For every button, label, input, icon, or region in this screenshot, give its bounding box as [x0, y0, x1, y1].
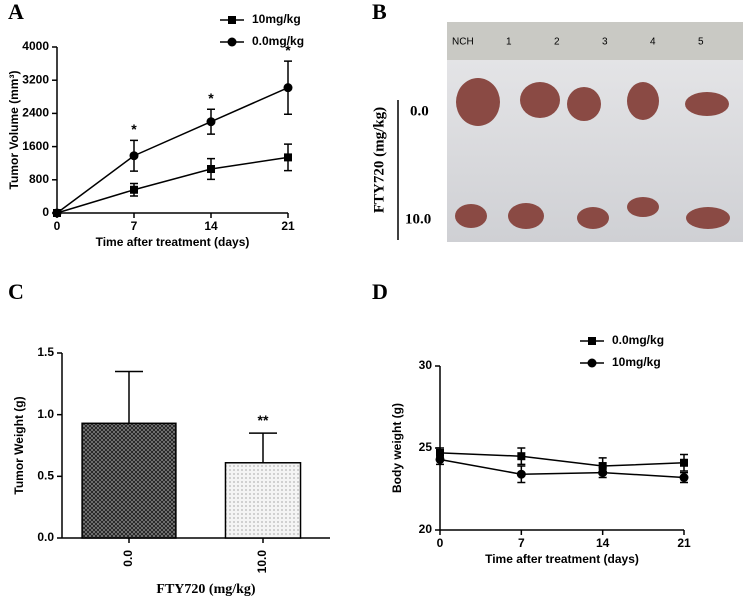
tumors — [455, 78, 730, 229]
ruler-label: 4 — [650, 37, 656, 48]
annotation: * — [208, 90, 214, 106]
x-tick-label: 10.0 — [255, 550, 269, 574]
panel-letter: A — [8, 0, 24, 24]
y-axis-label: Tumor Weight (g) — [12, 396, 26, 494]
panel-letter: C — [8, 279, 24, 304]
x-tick-label: 21 — [281, 219, 295, 233]
y-tick-label: 30 — [419, 358, 433, 372]
marker — [517, 452, 526, 461]
marker — [283, 83, 293, 93]
y-tick-label: 1.5 — [37, 345, 54, 359]
photo-panel: B 0.0 10.0 FTY720 (mg/kg) — [371, 0, 743, 242]
marker — [207, 165, 215, 174]
ruler-label: 1 — [506, 37, 512, 48]
x-tick-label: 0 — [437, 536, 444, 550]
marker — [284, 153, 292, 162]
marker — [516, 469, 526, 479]
marker — [206, 117, 216, 127]
panel-letter: D — [372, 279, 388, 304]
y-tick-label: 1.0 — [37, 407, 54, 421]
ruler-label: 3 — [602, 37, 608, 48]
x-axis-label: FTY720 (mg/kg) — [156, 582, 256, 597]
legend-label: 10mg/kg — [252, 12, 301, 26]
x-tick-label: 14 — [204, 219, 218, 233]
y-tick-label: 0.0 — [37, 530, 54, 544]
annotation: * — [285, 42, 291, 58]
marker — [588, 337, 596, 345]
marker — [227, 37, 237, 47]
marker — [129, 151, 139, 161]
legend-label: 10mg/kg — [612, 355, 661, 369]
marker — [52, 208, 62, 218]
ruler-label: NCH — [452, 37, 474, 48]
x-tick-label: 0.0 — [121, 550, 135, 567]
error-bar — [249, 432, 277, 463]
series-line — [56, 156, 289, 214]
marker — [679, 473, 689, 483]
y-axis-label: Tumor Volume (mm³) — [7, 71, 21, 190]
y-axis-label: Body weight (g) — [390, 403, 404, 493]
marker — [436, 448, 444, 457]
y-tick-label: 0.5 — [37, 469, 54, 483]
marker — [435, 454, 445, 464]
x-tick-label: 21 — [677, 536, 691, 550]
y-tick-label: 2400 — [22, 106, 49, 120]
annotation: * — [131, 121, 137, 137]
y-tick-label: 25 — [419, 440, 433, 454]
x-tick-label: 14 — [596, 536, 610, 550]
bar — [81, 422, 177, 539]
marker — [680, 458, 688, 467]
y-tick-label: 0 — [42, 205, 49, 219]
marker — [598, 468, 608, 478]
marker — [587, 358, 597, 368]
ruler-label: 2 — [554, 37, 560, 48]
group-label: 0.0 — [410, 103, 429, 119]
y-tick-label: 1600 — [22, 139, 49, 153]
legend-label: 0.0mg/kg — [252, 34, 304, 48]
annotation: ** — [258, 412, 269, 428]
marker — [130, 185, 138, 194]
ruler-label: 5 — [698, 37, 704, 48]
axis-label: FTY720 (mg/kg) — [371, 107, 387, 213]
legend-label: 0.0mg/kg — [612, 333, 664, 347]
y-tick-label: 3200 — [22, 72, 49, 86]
marker — [228, 16, 236, 24]
series-line — [439, 458, 685, 479]
error-bar — [115, 370, 143, 424]
y-tick-label: 20 — [419, 522, 433, 536]
y-tick-label: 4000 — [22, 39, 49, 53]
y-tick-label: 800 — [29, 172, 49, 186]
ruler — [447, 22, 743, 60]
bar — [224, 462, 302, 539]
series-line — [439, 452, 685, 467]
x-tick-label: 7 — [131, 219, 138, 233]
marker — [598, 462, 607, 471]
series-line — [56, 86, 289, 214]
panel-letter: B — [372, 0, 387, 24]
x-tick-label: 0 — [54, 219, 61, 233]
group-label: 10.0 — [405, 211, 431, 227]
x-tick-label: 7 — [518, 536, 525, 550]
x-axis-label: Time after treatment (days) — [96, 235, 250, 249]
x-axis-label: Time after treatment (days) — [485, 552, 639, 566]
